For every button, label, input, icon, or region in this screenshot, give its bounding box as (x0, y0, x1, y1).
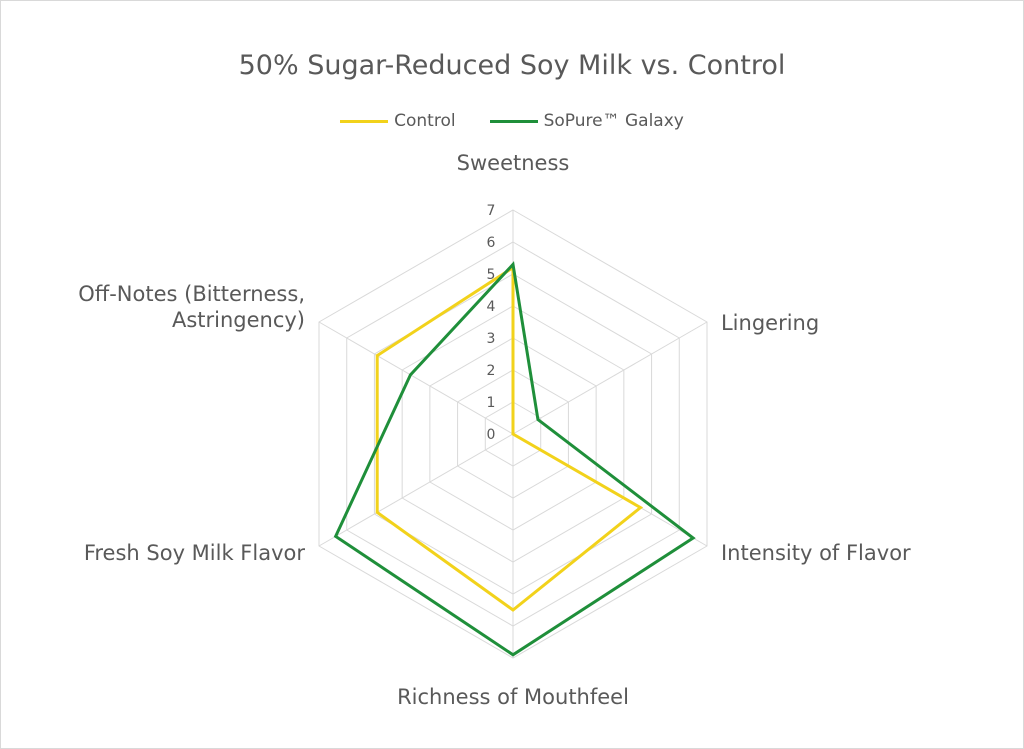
legend: Control SoPure™ Galaxy (0, 111, 1024, 131)
legend-swatch-sopure (489, 119, 538, 123)
spoke-1 (512, 321, 708, 435)
category-label-4: Fresh Soy Milk Flavor (84, 541, 306, 565)
category-label-0: Sweetness (457, 151, 570, 175)
tick-label-3: 3 (487, 331, 496, 347)
legend-label-sopure: SoPure™ Galaxy (543, 111, 684, 131)
tick-label-7: 7 (487, 203, 496, 219)
tick-label-5: 5 (487, 267, 496, 283)
tick-label-6: 6 (487, 235, 496, 251)
spoke-4 (318, 433, 514, 547)
spoke-5 (318, 321, 514, 435)
category-label-3: Richness of Mouthfeel (397, 685, 629, 709)
category-label-5: Off-Notes (Bitterness, Astringency) (78, 282, 305, 332)
tick-label-0: 0 (487, 427, 496, 443)
legend-item-sopure: SoPure™ Galaxy (489, 111, 684, 131)
series-line-control (375, 264, 644, 612)
category-label-1: Lingering (721, 311, 819, 335)
series-line-sopure (333, 261, 696, 657)
legend-label-control: Control (394, 111, 456, 131)
legend-item-control: Control (340, 111, 456, 131)
category-label-2: Intensity of Flavor (721, 541, 911, 565)
tick-label-4: 4 (487, 299, 496, 315)
tick-label-1: 1 (487, 395, 496, 411)
tick-label-2: 2 (487, 363, 496, 379)
chart-title: 50% Sugar-Reduced Soy Milk vs. Control (238, 50, 786, 81)
legend-swatch-control (340, 119, 389, 123)
